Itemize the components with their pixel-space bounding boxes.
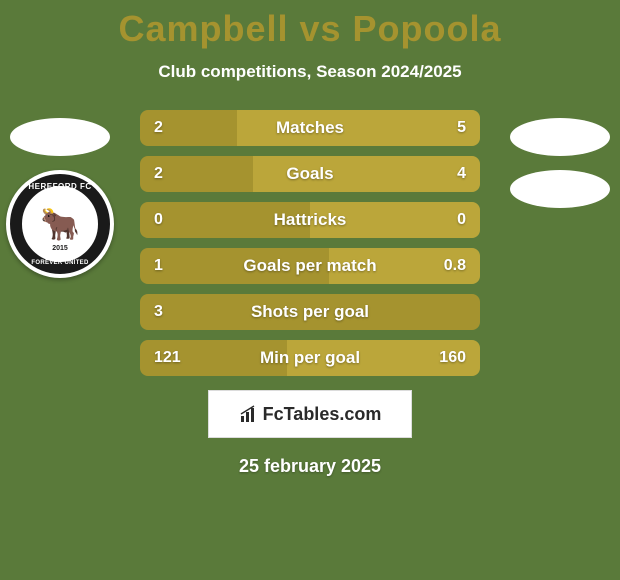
bar-fill-left	[140, 294, 480, 330]
logo-top-text: HEREFORD FC	[28, 182, 91, 191]
brand-text: FcTables.com	[263, 404, 382, 425]
stat-value-right: 4	[457, 156, 466, 192]
stat-value-left: 2	[154, 110, 163, 146]
left-team-column: HEREFORD FC 🐂 2015 FOREVER UNITED	[10, 118, 110, 278]
stat-row: 3Shots per goal	[140, 294, 480, 330]
chart-icon	[239, 404, 259, 424]
bar-fill-right	[237, 110, 480, 146]
brand-banner[interactable]: FcTables.com	[208, 390, 412, 438]
stat-value-left: 0	[154, 202, 163, 238]
stat-value-right: 5	[457, 110, 466, 146]
right-team-column	[510, 118, 610, 208]
stat-row: 25Matches	[140, 110, 480, 146]
stat-value-left: 1	[154, 248, 163, 284]
stat-value-left: 3	[154, 294, 163, 330]
bar-fill-right	[253, 156, 480, 192]
stat-value-left: 121	[154, 340, 181, 376]
logo-bottom-text: FOREVER UNITED	[31, 260, 88, 266]
page-title: Campbell vs Popoola	[0, 8, 620, 50]
stat-row: 24Goals	[140, 156, 480, 192]
stat-row: 121160Min per goal	[140, 340, 480, 376]
comparison-card: Campbell vs Popoola Club competitions, S…	[0, 0, 620, 580]
right-flag	[510, 118, 610, 156]
stat-row: 00Hattricks	[140, 202, 480, 238]
bar-fill-right	[310, 202, 480, 238]
stat-value-right: 160	[439, 340, 466, 376]
bar-fill-left	[140, 202, 310, 238]
stat-value-right: 0.8	[444, 248, 466, 284]
date-text: 25 february 2025	[0, 456, 620, 477]
left-team-logo: HEREFORD FC 🐂 2015 FOREVER UNITED	[6, 170, 114, 278]
logo-year: 2015	[52, 245, 68, 252]
stat-bars: 25Matches24Goals00Hattricks10.8Goals per…	[140, 110, 480, 376]
right-secondary-oval	[510, 170, 610, 208]
subtitle: Club competitions, Season 2024/2025	[0, 62, 620, 82]
stat-value-right: 0	[457, 202, 466, 238]
bar-fill-left	[140, 248, 329, 284]
stat-value-left: 2	[154, 156, 163, 192]
stat-row: 10.8Goals per match	[140, 248, 480, 284]
left-flag	[10, 118, 110, 156]
